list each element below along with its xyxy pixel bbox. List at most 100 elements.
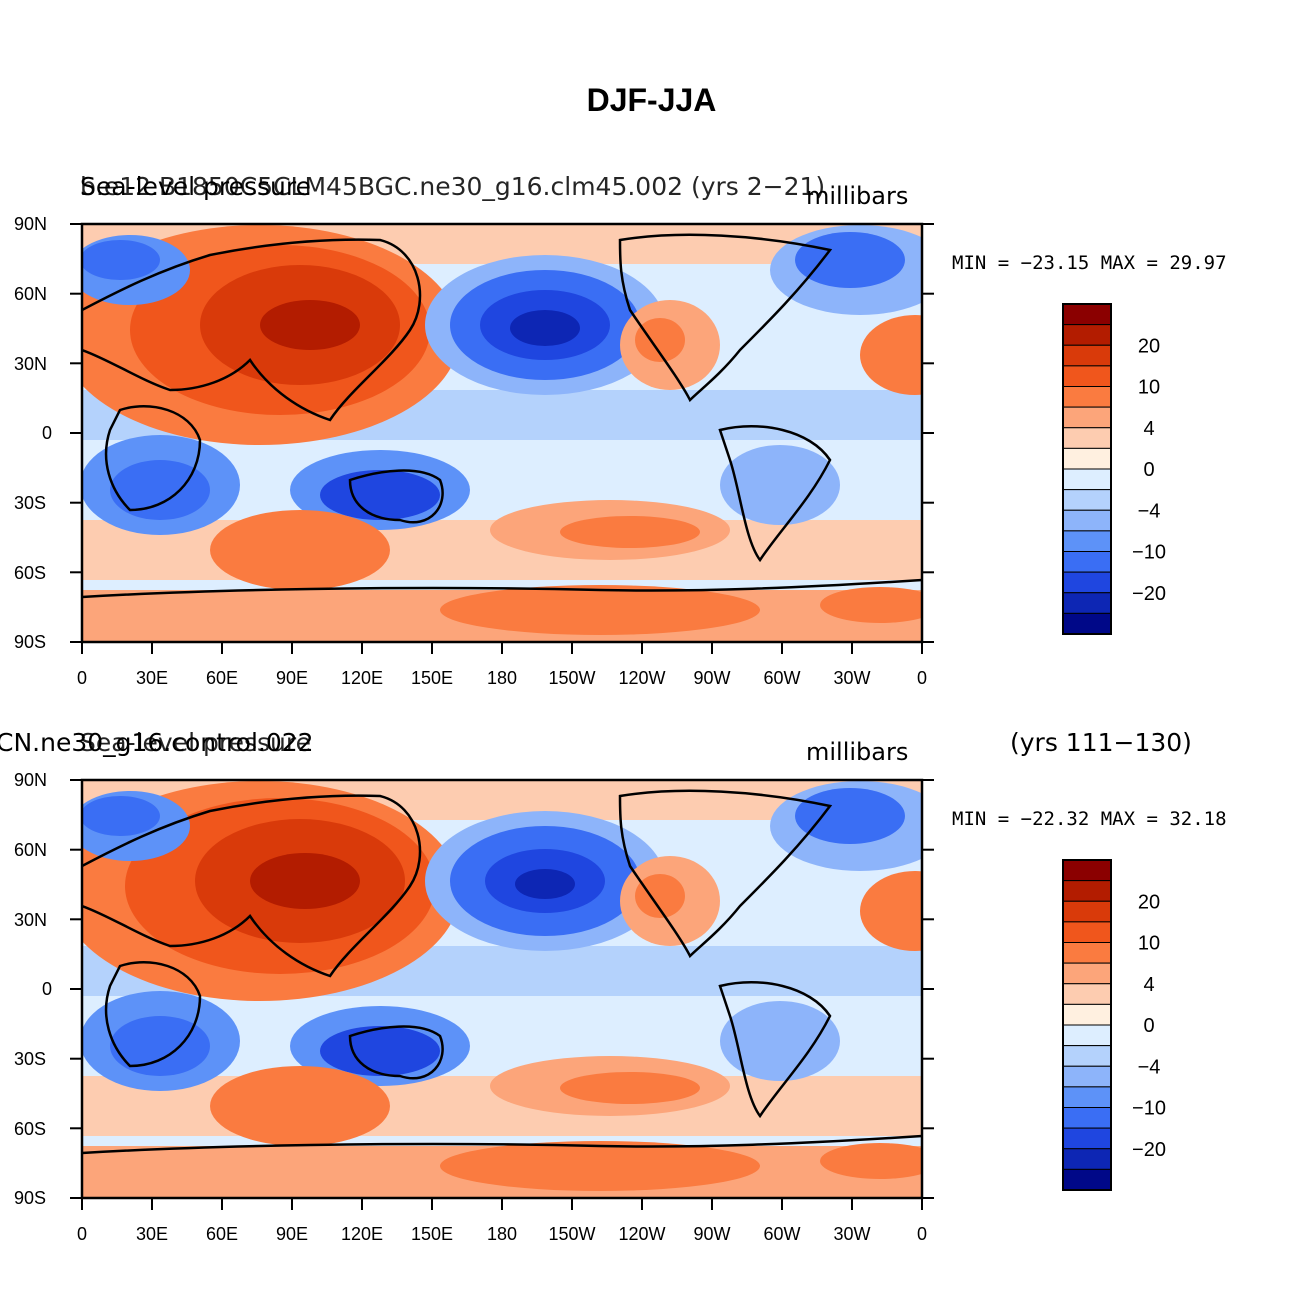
colorbar-swatch — [1062, 551, 1112, 573]
x-tick-label: 150W — [548, 1224, 595, 1244]
colorbar-swatch — [1062, 509, 1112, 532]
colorbar-swatch — [1062, 1003, 1112, 1026]
colorbar-label: −4 — [1138, 1056, 1161, 1078]
colorbar-label: 20 — [1138, 335, 1160, 357]
colorbar-swatch — [1062, 1024, 1112, 1047]
colorbar-label: −10 — [1132, 542, 1166, 564]
x-tick-label: 90E — [276, 1224, 308, 1244]
x-tick-label: 60E — [206, 668, 238, 688]
x-tick-labels-top: 0 30E 60E 90E 120E 150E 180 150W 120W 90… — [77, 668, 927, 688]
x-tick-label: 120E — [341, 668, 383, 688]
y-tick-label: 90N — [14, 214, 47, 234]
colorbar-swatch — [1062, 592, 1112, 614]
y-tick-label: 60S — [14, 1119, 46, 1139]
x-tick-label: 120W — [618, 668, 665, 688]
panel-bottom: 90N 60N 30N 0 30S 60S 90S 0 30E 60E 90E … — [0, 716, 1303, 1276]
x-ticks-top — [81, 642, 923, 654]
y-tick-label: 0 — [42, 979, 52, 999]
x-tick-label: 0 — [917, 668, 927, 688]
x-tick-label: 150E — [411, 1224, 453, 1244]
colorbar-outline — [1062, 859, 1112, 1191]
x-tick-label: 60W — [763, 668, 800, 688]
y-tick-label: 30N — [14, 910, 47, 930]
colorbar-label: −20 — [1132, 583, 1166, 605]
y-tick-label: 90S — [14, 1188, 46, 1208]
y-tick-label: 0 — [42, 423, 52, 443]
colorbar-swatch — [1062, 365, 1112, 387]
colorbar-swatch — [1062, 1045, 1112, 1067]
x-tick-label: 30E — [136, 1224, 168, 1244]
y-tick-label: 30S — [14, 493, 46, 513]
colorbar-swatch — [1062, 942, 1112, 964]
x-tick-label: 30E — [136, 668, 168, 688]
units-label: millibars — [806, 738, 909, 766]
colorbar-swatch — [1062, 468, 1112, 491]
x-tick-label: 60E — [206, 1224, 238, 1244]
colorbar-swatch — [1062, 1065, 1112, 1088]
colorbar-swatch — [1062, 612, 1112, 635]
x-tick-label: 30W — [833, 1224, 870, 1244]
y-tick-label: 90N — [14, 770, 47, 790]
y-ticks-top — [70, 223, 934, 643]
colorbar-label: 0 — [1143, 1015, 1154, 1037]
x-tick-label: 90W — [693, 1224, 730, 1244]
x-ticks-bottom — [81, 1198, 923, 1210]
x-tick-label: 90E — [276, 668, 308, 688]
years-label: (yrs 111−130) — [1010, 728, 1192, 757]
case-name-label: CN.ne30_g16.control.022 — [0, 728, 314, 757]
colorbar-swatch — [1062, 571, 1112, 594]
colorbar-bottom: 20 10 4 0 −4 −10 −20 — [1062, 859, 1166, 1191]
colorbar-swatch — [1062, 530, 1112, 552]
x-tick-label: 150W — [548, 668, 595, 688]
colorbar-swatch — [1062, 303, 1112, 326]
colorbar-swatch — [1062, 427, 1112, 449]
colorbar-swatch — [1062, 447, 1112, 470]
colorbar-top: 20 10 4 0 −4 −10 −20 — [1062, 303, 1166, 635]
colorbar-label: 4 — [1143, 974, 1154, 996]
colorbar-swatch — [1062, 489, 1112, 511]
y-tick-label: 30N — [14, 354, 47, 374]
y-tick-label: 60N — [14, 840, 47, 860]
units-label: millibars — [806, 182, 909, 210]
coastlines-top — [82, 233, 922, 599]
coastlines-bottom — [82, 789, 922, 1155]
variable-label: Sea-level pressure — [80, 172, 311, 201]
colorbar-swatch — [1062, 1168, 1112, 1191]
x-tick-label: 180 — [487, 1224, 517, 1244]
colorbar-label: 10 — [1138, 377, 1160, 399]
x-tick-label: 90W — [693, 668, 730, 688]
map-plot-top: 90N 60N 30N 0 30S 60S 90S 0 30E 60E 90E … — [14, 214, 1166, 688]
colorbar-label: 10 — [1138, 933, 1160, 955]
colorbar-label: 4 — [1143, 418, 1154, 440]
colorbar-swatch — [1062, 344, 1112, 367]
colorbar-label: 20 — [1138, 891, 1160, 913]
variable-label: Sea-level pressure — [80, 728, 311, 757]
x-tick-label: 120W — [618, 1224, 665, 1244]
contour-field-bottom — [82, 780, 922, 1198]
min-max-label: MIN = −23.15 MAX = 29.97 — [952, 252, 1227, 274]
colorbar-swatch — [1062, 900, 1112, 923]
x-tick-label: 0 — [917, 1224, 927, 1244]
colorbar-swatch — [1062, 386, 1112, 408]
colorbar-label: −4 — [1138, 500, 1161, 522]
min-max-label: MIN = −22.32 MAX = 32.18 — [952, 808, 1227, 830]
y-tick-label: 60N — [14, 284, 47, 304]
colorbar-swatch — [1062, 324, 1112, 346]
x-tick-label: 150E — [411, 668, 453, 688]
colorbar-swatch — [1062, 859, 1112, 882]
panel-top: 90N 60N 30N 0 30S 60S 90S 0 30E 60E 90E … — [0, 160, 1303, 720]
colorbar-swatch — [1062, 962, 1112, 985]
colorbar-label: 0 — [1143, 459, 1154, 481]
colorbar-label: −10 — [1132, 1098, 1166, 1120]
x-tick-label: 180 — [487, 668, 517, 688]
map-plot-bottom: 90N 60N 30N 0 30S 60S 90S 0 30E 60E 90E … — [14, 770, 1166, 1244]
colorbar-swatch — [1062, 921, 1112, 943]
x-tick-label: 60W — [763, 1224, 800, 1244]
colorbar-label: −20 — [1132, 1139, 1166, 1161]
y-ticks-bottom — [70, 779, 934, 1199]
colorbar-outline — [1062, 303, 1112, 635]
colorbar-swatch — [1062, 1086, 1112, 1108]
x-tick-label: 0 — [77, 668, 87, 688]
colorbar-swatch — [1062, 1148, 1112, 1170]
colorbar-swatch — [1062, 880, 1112, 902]
